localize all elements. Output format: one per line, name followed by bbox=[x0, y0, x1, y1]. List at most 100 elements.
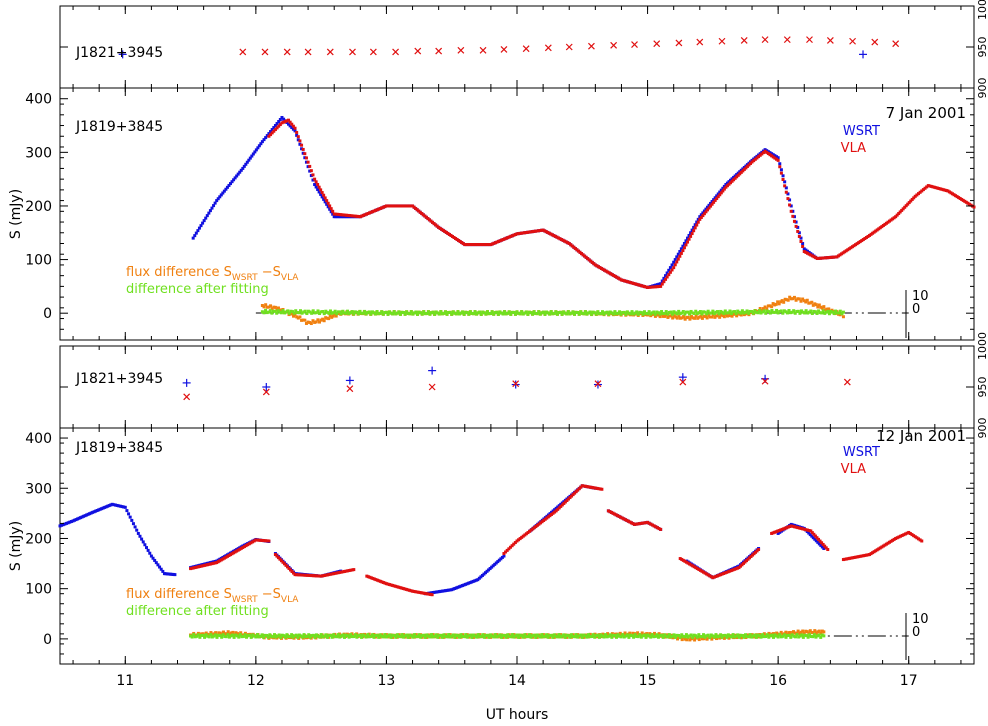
vla-point bbox=[607, 271, 611, 275]
vla-point bbox=[269, 133, 273, 137]
vla-point bbox=[315, 574, 319, 578]
vla-point bbox=[281, 560, 285, 564]
wsrt-point bbox=[130, 518, 134, 522]
fit-difference-point bbox=[487, 312, 491, 316]
vla-point bbox=[523, 231, 527, 235]
wsrt-point bbox=[191, 236, 195, 240]
fit-difference-point bbox=[498, 633, 502, 637]
vla-point bbox=[725, 570, 729, 574]
wsrt-point bbox=[698, 215, 702, 219]
flux-difference-point bbox=[331, 314, 335, 318]
fit-difference-point bbox=[366, 633, 370, 637]
fit-difference-point bbox=[400, 310, 404, 314]
vla-point bbox=[397, 585, 401, 589]
vla-point bbox=[347, 569, 351, 573]
wsrt-point bbox=[257, 144, 261, 148]
fit-difference-point bbox=[369, 312, 373, 316]
vla-point bbox=[627, 280, 631, 284]
fit-difference-point bbox=[706, 309, 710, 313]
flux-difference-point bbox=[704, 314, 708, 318]
fit-difference-point bbox=[369, 634, 373, 638]
fit-difference-point bbox=[297, 311, 301, 315]
vla-point bbox=[709, 575, 713, 579]
vla-point bbox=[276, 556, 280, 560]
vla-point bbox=[714, 574, 718, 578]
fit-difference-point bbox=[495, 310, 499, 314]
fit-difference-point bbox=[703, 635, 707, 639]
fit-difference-point bbox=[384, 310, 388, 314]
flux-difference-point bbox=[683, 317, 687, 321]
vla-point bbox=[628, 520, 632, 524]
fit-difference-point bbox=[546, 635, 550, 639]
vla-point bbox=[349, 214, 353, 218]
fit-difference-point bbox=[543, 312, 547, 316]
flux-difference-point bbox=[787, 631, 791, 635]
flux-difference-point bbox=[464, 635, 468, 639]
vla-point bbox=[431, 220, 435, 224]
wsrt-point bbox=[285, 121, 289, 125]
vla-point bbox=[290, 570, 294, 574]
wsrt-point bbox=[748, 160, 752, 164]
fit-difference-point bbox=[344, 633, 348, 637]
fit-difference-point bbox=[703, 310, 707, 314]
fit-difference-point bbox=[529, 311, 533, 315]
vla-point bbox=[287, 566, 291, 570]
wsrt-point bbox=[760, 150, 764, 154]
vla-point bbox=[734, 567, 738, 571]
fit-difference-point bbox=[695, 312, 699, 316]
fit-difference-point bbox=[751, 311, 755, 315]
vla-point bbox=[778, 165, 782, 169]
fit-difference-point bbox=[773, 633, 777, 637]
fit-difference-point bbox=[787, 308, 791, 312]
vla-point bbox=[310, 574, 314, 578]
fit-difference-point bbox=[290, 633, 294, 637]
vla-point bbox=[557, 506, 561, 510]
fit-difference-point bbox=[308, 635, 312, 639]
y-tick-label: 300 bbox=[25, 481, 52, 497]
vla-point bbox=[623, 279, 627, 283]
vla-point bbox=[547, 231, 551, 235]
wsrt-point bbox=[311, 178, 315, 182]
flux-difference-point bbox=[798, 631, 802, 635]
fit-difference-point bbox=[573, 635, 577, 639]
vla-point bbox=[949, 191, 953, 195]
vla-point bbox=[556, 236, 560, 240]
fit-difference-point bbox=[709, 633, 713, 637]
fit-difference-point bbox=[465, 311, 469, 315]
fit-difference-point bbox=[548, 633, 552, 637]
fit-difference-point bbox=[608, 633, 612, 637]
flux-difference-point bbox=[696, 316, 700, 320]
wsrt-point bbox=[556, 505, 560, 509]
fit-difference-point bbox=[677, 633, 681, 637]
wsrt-point bbox=[153, 558, 157, 562]
wsrt-point bbox=[267, 132, 271, 136]
vla-point bbox=[824, 546, 828, 550]
fit-difference-point bbox=[249, 635, 253, 639]
fit-difference-point bbox=[540, 311, 544, 315]
wsrt-point bbox=[239, 168, 243, 172]
vla-point bbox=[455, 238, 459, 242]
wsrt-point bbox=[241, 544, 245, 548]
vla-point bbox=[251, 540, 255, 544]
wsrt-point bbox=[113, 503, 117, 507]
flux-difference-point bbox=[652, 312, 656, 316]
vla-point bbox=[513, 232, 517, 236]
vla-point bbox=[314, 180, 318, 184]
flux-difference-point bbox=[794, 298, 798, 302]
fit-difference-point bbox=[193, 635, 197, 639]
vla-point bbox=[776, 529, 780, 533]
fit-difference-point bbox=[346, 634, 350, 638]
fit-difference-point bbox=[770, 308, 774, 312]
vla-point bbox=[972, 205, 976, 209]
fit-difference-point bbox=[529, 635, 533, 639]
flux-difference-point bbox=[796, 297, 800, 301]
fit-difference-point bbox=[492, 635, 496, 639]
vla-point bbox=[920, 189, 924, 193]
fit-difference-point bbox=[509, 635, 513, 639]
fit-difference-point bbox=[789, 635, 793, 639]
vla-point bbox=[722, 571, 726, 575]
wsrt-point bbox=[718, 190, 722, 194]
vla-point bbox=[593, 263, 597, 267]
wsrt-point bbox=[314, 185, 318, 189]
vla-point bbox=[855, 242, 859, 246]
